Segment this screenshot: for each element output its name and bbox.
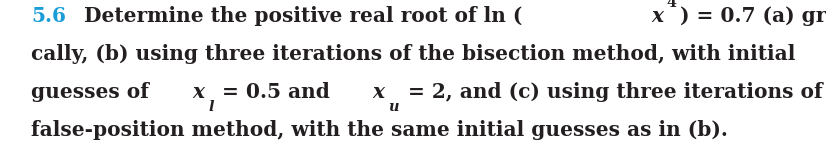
Text: x: x	[651, 6, 663, 26]
Text: x: x	[373, 82, 384, 102]
Text: 5.6: 5.6	[31, 6, 66, 26]
Text: cally, (b) using three iterations of the bisection method, with initial: cally, (b) using three iterations of the…	[31, 44, 795, 64]
Text: l: l	[208, 100, 213, 114]
Text: guesses of: guesses of	[31, 82, 156, 102]
Text: false-position method, with the same initial guesses as in (b).: false-position method, with the same ini…	[31, 120, 729, 140]
Text: Determine the positive real root of ln (: Determine the positive real root of ln (	[77, 6, 522, 26]
Text: = 2, and (c) using three iterations of the: = 2, and (c) using three iterations of t…	[401, 82, 826, 102]
Text: ) = 0.7 (a) graphi-: ) = 0.7 (a) graphi-	[680, 6, 826, 26]
Text: 4: 4	[667, 0, 676, 10]
Text: = 0.5 and: = 0.5 and	[215, 82, 337, 102]
Text: x: x	[192, 82, 205, 102]
Text: u: u	[388, 100, 398, 114]
